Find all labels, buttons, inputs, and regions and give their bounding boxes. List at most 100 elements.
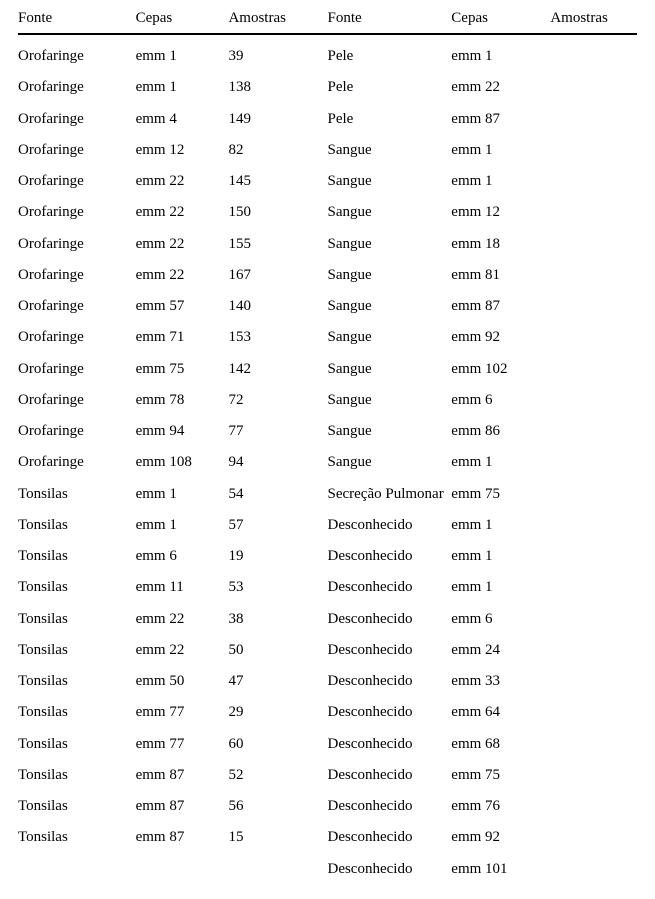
cell-cepas-2: emm 92 [451,316,550,347]
cell-amostras-1: 52 [228,754,327,785]
table-row: Orofaringeemm 22145Sangueemm 1 [18,160,637,191]
cell-amostras-1: 39 [228,34,327,66]
cell-fonte-1: Orofaringe [18,34,136,66]
cell-amostras-2 [550,848,637,879]
cell-amostras-2 [550,285,637,316]
page: Fonte Cepas Amostras Fonte Cepas Amostra… [0,0,655,899]
col-header-fonte-1: Fonte [18,8,136,34]
cell-cepas-2: emm 102 [451,348,550,379]
cell-fonte-2: Sangue [327,160,451,191]
table-row: Orofaringeemm 22150Sangueemm 12 [18,191,637,222]
cell-fonte-2: Desconhecido [327,598,451,629]
cell-amostras-2 [550,34,637,66]
cell-fonte-1 [18,848,136,879]
cell-cepas-1: emm 22 [136,598,229,629]
cell-cepas-2: emm 87 [451,285,550,316]
cell-cepas-1 [136,848,229,879]
cell-cepas-1: emm 1 [136,473,229,504]
cell-cepas-2: emm 101 [451,848,550,879]
table-row: Orofaringeemm 22167Sangueemm 81 [18,254,637,285]
cell-fonte-1: Orofaringe [18,348,136,379]
cell-cepas-1: emm 22 [136,160,229,191]
cell-amostras-1: 54 [228,473,327,504]
cell-amostras-1: 82 [228,129,327,160]
cell-cepas-2: emm 64 [451,691,550,722]
cell-amostras-1: 149 [228,98,327,129]
cell-fonte-2: Desconhecido [327,566,451,597]
cell-fonte-2: Desconhecido [327,816,451,847]
cell-cepas-1: emm 22 [136,629,229,660]
table-row: Tonsilasemm 8715Desconhecidoemm 92 [18,816,637,847]
cell-cepas-1: emm 4 [136,98,229,129]
cell-fonte-1: Orofaringe [18,441,136,472]
cell-fonte-2: Desconhecido [327,848,451,879]
cell-amostras-2 [550,535,637,566]
cell-cepas-1: emm 77 [136,723,229,754]
cell-cepas-2: emm 1 [451,129,550,160]
cell-cepas-2: emm 1 [451,160,550,191]
cell-fonte-2: Secreção Pulmonar [327,473,451,504]
cell-amostras-2 [550,191,637,222]
cell-amostras-2 [550,473,637,504]
table-row: Tonsilasemm 1153Desconhecidoemm 1 [18,566,637,597]
cell-amostras-1: 150 [228,191,327,222]
cell-cepas-1: emm 11 [136,566,229,597]
cell-fonte-2: Sangue [327,254,451,285]
cell-amostras-2 [550,754,637,785]
cell-fonte-2: Pele [327,66,451,97]
cell-cepas-1: emm 75 [136,348,229,379]
table-body: Orofaringeemm 139Peleemm 1Orofaringeemm … [18,34,637,879]
cell-cepas-1: emm 22 [136,223,229,254]
table-row: Tonsilasemm 2250Desconhecidoemm 24 [18,629,637,660]
cell-amostras-2 [550,660,637,691]
cell-cepas-1: emm 22 [136,191,229,222]
cell-cepas-2: emm 92 [451,816,550,847]
cell-cepas-1: emm 78 [136,379,229,410]
table-row: Orofaringeemm 1282Sangueemm 1 [18,129,637,160]
cell-cepas-1: emm 1 [136,34,229,66]
cell-cepas-2: emm 75 [451,473,550,504]
cell-cepas-1: emm 71 [136,316,229,347]
cell-amostras-2 [550,98,637,129]
table-row: Tonsilasemm 157Desconhecidoemm 1 [18,504,637,535]
cell-cepas-1: emm 77 [136,691,229,722]
cell-amostras-2 [550,441,637,472]
cell-fonte-2: Sangue [327,410,451,441]
cell-amostras-2 [550,598,637,629]
cell-amostras-2 [550,629,637,660]
cell-fonte-2: Desconhecido [327,535,451,566]
cell-amostras-2 [550,379,637,410]
cell-fonte-1: Tonsilas [18,473,136,504]
cell-fonte-1: Orofaringe [18,98,136,129]
table-row: Orofaringeemm 57140Sangueemm 87 [18,285,637,316]
cell-amostras-2 [550,129,637,160]
cell-cepas-2: emm 1 [451,566,550,597]
cell-cepas-2: emm 18 [451,223,550,254]
cell-cepas-2: emm 87 [451,98,550,129]
cell-cepas-2: emm 75 [451,754,550,785]
cell-amostras-2 [550,254,637,285]
cell-cepas-2: emm 1 [451,441,550,472]
cell-cepas-2: emm 6 [451,379,550,410]
cell-amostras-1: 153 [228,316,327,347]
cell-amostras-2 [550,691,637,722]
cell-amostras-1: 47 [228,660,327,691]
cell-amostras-1: 19 [228,535,327,566]
cell-cepas-1: emm 1 [136,504,229,535]
cell-amostras-2 [550,160,637,191]
cell-fonte-2: Pele [327,98,451,129]
cell-fonte-2: Desconhecido [327,660,451,691]
cell-cepas-1: emm 6 [136,535,229,566]
cell-cepas-2: emm 12 [451,191,550,222]
cell-fonte-1: Tonsilas [18,629,136,660]
col-header-amostras-1: Amostras [228,8,327,34]
cell-fonte-2: Sangue [327,191,451,222]
cell-fonte-2: Sangue [327,379,451,410]
table-row: Tonsilasemm 7760Desconhecidoemm 68 [18,723,637,754]
cell-fonte-1: Tonsilas [18,566,136,597]
cell-cepas-1: emm 1 [136,66,229,97]
cell-fonte-1: Tonsilas [18,785,136,816]
cell-amostras-2 [550,723,637,754]
table-row: Tonsilasemm 7729Desconhecidoemm 64 [18,691,637,722]
cell-amostras-1: 60 [228,723,327,754]
